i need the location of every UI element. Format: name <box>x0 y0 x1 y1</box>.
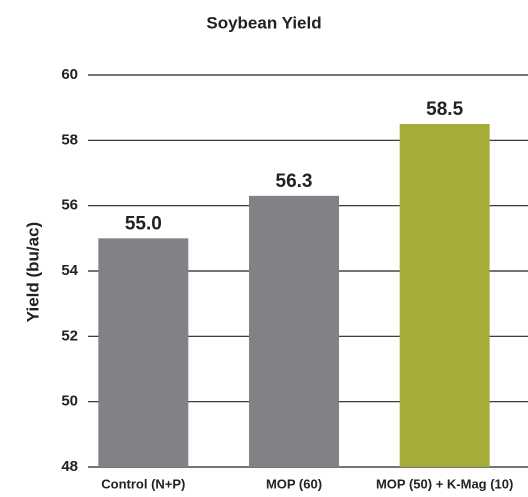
bar <box>399 124 490 467</box>
chart-title: Soybean Yield <box>206 13 321 32</box>
y-tick-label: 50 <box>61 393 78 410</box>
value-label: 56.3 <box>276 171 313 192</box>
value-label: 55.0 <box>125 213 162 234</box>
x-tick-label: MOP (60) <box>266 476 322 491</box>
x-tick-label: MOP (50) + K-Mag (10) <box>376 476 513 491</box>
value-label: 58.5 <box>426 99 463 120</box>
y-tick-label: 56 <box>61 197 78 214</box>
y-tick-label: 52 <box>61 327 78 344</box>
y-axis-label: Yield (bu/ac) <box>23 222 42 322</box>
y-tick-label: 60 <box>61 66 78 83</box>
y-tick-label: 54 <box>61 262 78 279</box>
y-tick-label: 48 <box>61 458 78 475</box>
x-tick-label: Control (N+P) <box>101 476 185 491</box>
bar <box>98 238 189 467</box>
bar <box>249 195 339 467</box>
y-tick-label: 58 <box>61 131 78 148</box>
